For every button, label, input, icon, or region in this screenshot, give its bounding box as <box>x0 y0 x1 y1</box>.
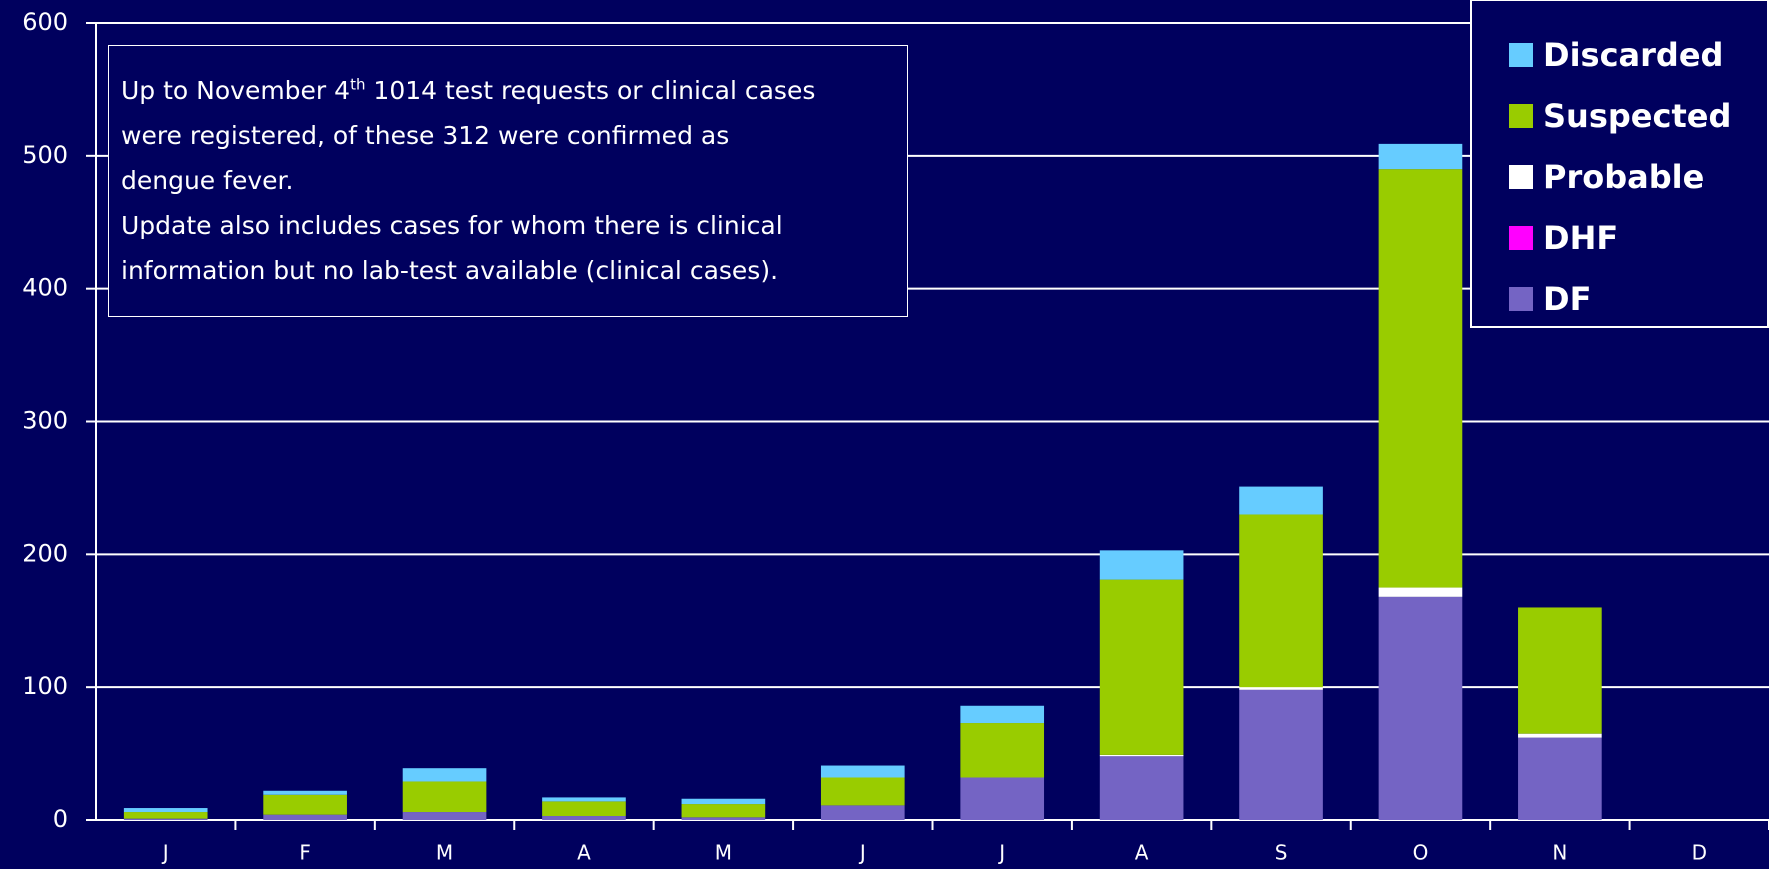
bar-segment <box>402 768 487 782</box>
bar-segment <box>820 765 905 778</box>
annotation-text: 1014 test requests or clinical cases <box>365 76 816 105</box>
bar-segment <box>1378 143 1463 170</box>
bar-segment <box>1518 737 1602 820</box>
bar-segment <box>1239 514 1323 688</box>
bar-segment <box>123 808 208 813</box>
bar-segment <box>681 804 766 818</box>
annotation-text: Update also includes cases for whom ther… <box>121 211 783 240</box>
bar-segment <box>960 723 1045 778</box>
y-tick-label: 300 <box>22 407 68 435</box>
bar-segment <box>263 794 347 815</box>
bar-segment <box>681 817 766 820</box>
annotation-text: Up to November 4 <box>121 76 351 105</box>
bar-segment <box>1239 687 1323 690</box>
bar-segment <box>820 777 905 806</box>
bar-segment <box>263 790 347 795</box>
bar-segment <box>542 801 626 817</box>
bar-segment <box>960 777 1045 820</box>
bar-segment <box>1378 169 1463 588</box>
legend-label: Suspected <box>1543 97 1731 135</box>
x-tick-label: N <box>1552 841 1567 865</box>
annotation-line: Update also includes cases for whom ther… <box>121 203 895 248</box>
x-tick-label: O <box>1413 841 1429 865</box>
annotation-text: th <box>350 75 366 94</box>
bar-segment <box>1518 733 1602 738</box>
x-tick-label: J <box>858 841 866 865</box>
x-tick-label: M <box>715 841 732 865</box>
legend-swatch <box>1509 165 1533 189</box>
annotation-text: information but no lab-test available (c… <box>121 256 779 285</box>
y-tick-label: 500 <box>22 141 68 169</box>
y-tick-label: 600 <box>22 8 68 36</box>
bar-segment <box>1239 689 1323 820</box>
legend-label: DF <box>1543 280 1591 318</box>
legend-swatch <box>1509 226 1533 250</box>
bar-segment <box>1099 754 1184 757</box>
x-tick-label: M <box>436 841 453 865</box>
bar-segment <box>402 781 487 813</box>
legend-label: Probable <box>1543 158 1704 196</box>
bar-segment <box>542 816 626 820</box>
bar-segment <box>1378 596 1463 820</box>
annotation-box: Up to November 4th 1014 test requests or… <box>108 45 908 317</box>
y-tick-label: 100 <box>22 672 68 700</box>
x-tick-label: S <box>1275 841 1288 865</box>
x-tick-label: A <box>577 841 591 865</box>
bar-segment <box>123 818 208 820</box>
annotation-line: information but no lab-test available (c… <box>121 248 895 293</box>
bar-segment <box>542 797 626 802</box>
annotation-line: Up to November 4th 1014 test requests or… <box>121 68 895 113</box>
legend-swatch <box>1509 43 1533 67</box>
y-tick-label: 200 <box>22 539 68 567</box>
bar-segment <box>960 705 1045 724</box>
legend-swatch <box>1509 287 1533 311</box>
x-tick-label: D <box>1692 841 1707 865</box>
y-tick-label: 0 <box>53 805 68 833</box>
legend-label: DHF <box>1543 219 1618 257</box>
annotation-line: were registered, of these 312 were confi… <box>121 113 895 158</box>
bar-segment <box>1099 756 1184 820</box>
annotation-line: dengue fever. <box>121 158 895 203</box>
x-tick-label: J <box>161 841 169 865</box>
y-tick-label: 400 <box>22 274 68 302</box>
legend-label: Discarded <box>1543 36 1723 74</box>
bar-segment <box>1099 579 1184 755</box>
bar-segment <box>123 812 208 819</box>
legend-swatch <box>1509 104 1533 128</box>
bar-segment <box>1518 607 1602 734</box>
bar-segment <box>1239 486 1323 515</box>
bar-segment <box>402 812 487 820</box>
x-tick-label: A <box>1135 841 1149 865</box>
annotation-text: were registered, of these 312 were confi… <box>121 121 730 150</box>
x-tick-label: J <box>997 841 1005 865</box>
bar-segment <box>681 798 766 805</box>
bar-segment <box>1099 550 1184 580</box>
bar-segment <box>263 814 347 820</box>
x-tick-label: F <box>299 841 311 865</box>
annotation-text: dengue fever. <box>121 166 294 195</box>
bar-segment <box>820 805 905 820</box>
bar-segment <box>1378 587 1463 597</box>
